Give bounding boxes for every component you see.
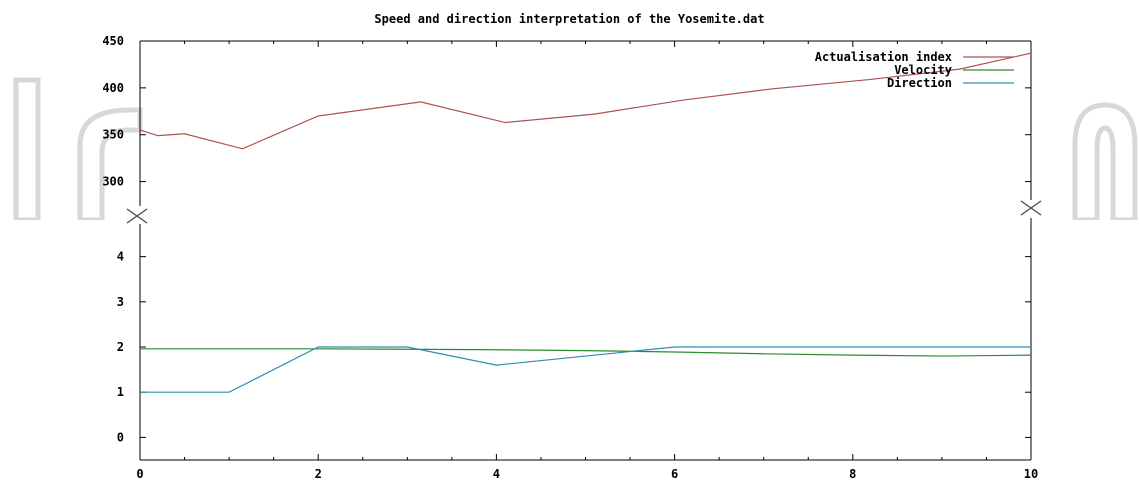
- y-tick-label-bottom-panel: 2: [117, 340, 124, 354]
- x-tick-label: 4: [493, 467, 500, 481]
- y-tick-label-top-panel: 450: [102, 34, 124, 48]
- x-tick-label: 6: [671, 467, 678, 481]
- y-tick-label-top-panel: 350: [102, 128, 124, 142]
- x-tick-label: 0: [136, 467, 143, 481]
- legend-entry-actualisation-index-label: Actualisation index: [815, 50, 952, 64]
- y-tick-label-bottom-panel: 0: [117, 430, 124, 444]
- y-tick-label-bottom-panel: 4: [117, 250, 124, 264]
- series-line-velocity: [140, 348, 1032, 357]
- x-tick-label: 8: [849, 467, 856, 481]
- x-tick-label: 10: [1024, 467, 1038, 481]
- legend-entry-velocity-label: Velocity: [894, 63, 952, 77]
- series-line-direction: [140, 346, 1031, 393]
- axis-break-left-mark: [126, 208, 148, 224]
- legend-entry-direction-label: Direction: [887, 76, 952, 90]
- y-tick-label-bottom-panel: 3: [117, 295, 124, 309]
- axis-break-right-mark: [1020, 200, 1042, 216]
- series-line-actualisation-index: [139, 52, 1032, 150]
- y-tick-label-top-panel: 300: [102, 175, 124, 189]
- chart-title: Speed and direction interpretation of th…: [374, 12, 765, 26]
- y-tick-label-bottom-panel: 1: [117, 385, 124, 399]
- y-tick-label-top-panel: 400: [102, 81, 124, 95]
- x-tick-label: 2: [315, 467, 322, 481]
